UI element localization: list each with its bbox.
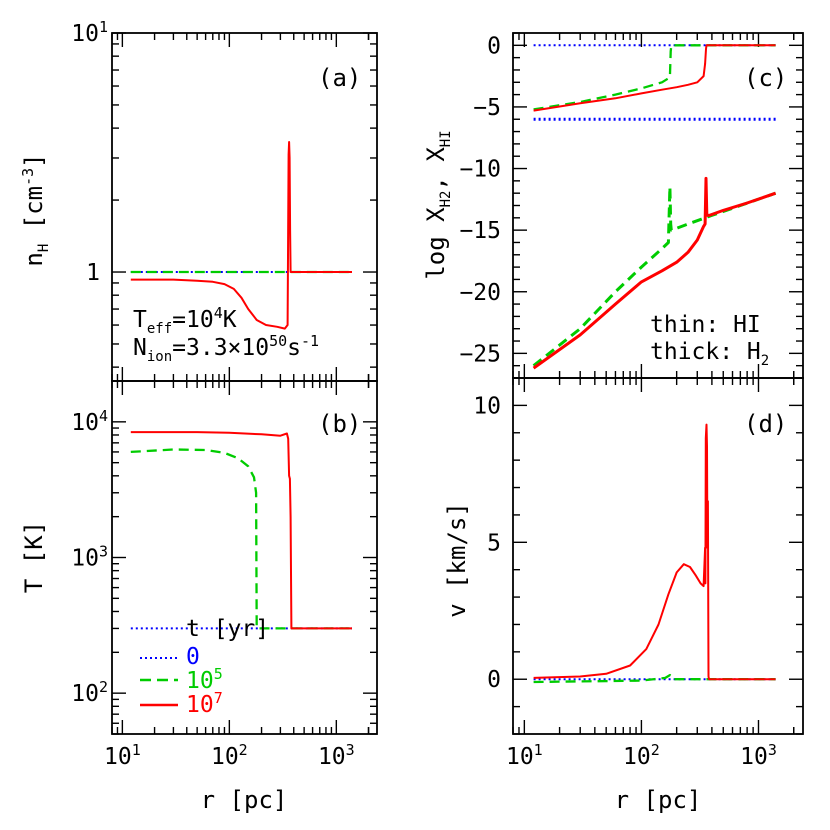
x-axis-title-right: r [pc] (615, 786, 702, 814)
panel-d-frame (512, 377, 804, 735)
panel-label-d: (d) (744, 410, 787, 438)
thick-h2-annotation: thick: H2 (650, 339, 769, 369)
y-tick-label: −25 (459, 341, 501, 367)
panel-label-c: (c) (744, 64, 787, 92)
x-tick-label: 102 (211, 741, 248, 770)
x-tick-label: 101 (104, 741, 141, 770)
series-line (130, 431, 352, 630)
teff-annotation: Teff=104K (133, 304, 237, 337)
legend: t [yr] 0 105 107 (140, 616, 269, 718)
legend-label-1: 105 (186, 665, 223, 694)
y-tick-label: 0 (487, 33, 501, 59)
nion-annotation: Nion=3.3×1050s-1 (133, 332, 319, 365)
y-tick-label: 0 (487, 667, 501, 693)
y-axis-title-nh: nH [cm-3] (19, 153, 52, 266)
panel-label-a: (a) (318, 64, 361, 92)
series-line (532, 176, 777, 370)
series-line (533, 423, 776, 681)
legend-title: t [yr] (186, 616, 269, 642)
y-tick-label: 102 (71, 678, 108, 707)
x-tick-label: 103 (740, 741, 777, 770)
plot-lines (130, 44, 777, 684)
y-axis-title-logx: log XH2, XHI (422, 130, 454, 279)
x-tick-label: 102 (623, 741, 660, 770)
y-tick-label: −5 (473, 95, 501, 121)
y-tick-label: −15 (459, 218, 501, 244)
series-line (533, 673, 776, 684)
y-tick-label: 103 (71, 543, 108, 572)
y-axis-title-t: T [K] (20, 521, 48, 593)
y-axis-title-v: v [km/s] (443, 502, 471, 618)
series-line (130, 448, 352, 630)
x-tick-label: 103 (318, 741, 355, 770)
series-line (533, 44, 776, 112)
y-tick-label: 1 (86, 260, 100, 286)
x-axis-title-left: r [pc] (201, 786, 288, 814)
series-line (130, 141, 352, 330)
y-tick-label: −20 (459, 280, 501, 306)
axis-ticks (111, 32, 803, 735)
y-tick-label: −10 (459, 157, 501, 183)
panel-label-b: (b) (318, 410, 361, 438)
y-tick-label: 5 (487, 530, 501, 556)
legend-label-0: 0 (186, 644, 200, 670)
y-tick-label: 10 (473, 393, 501, 419)
legend-label-2: 107 (186, 689, 223, 718)
y-tick-label: 104 (71, 407, 108, 436)
series-line (533, 44, 776, 111)
x-tick-label: 101 (506, 741, 543, 770)
thin-hi-annotation: thin: HI (650, 312, 761, 338)
y-tick-label: 101 (71, 18, 108, 47)
